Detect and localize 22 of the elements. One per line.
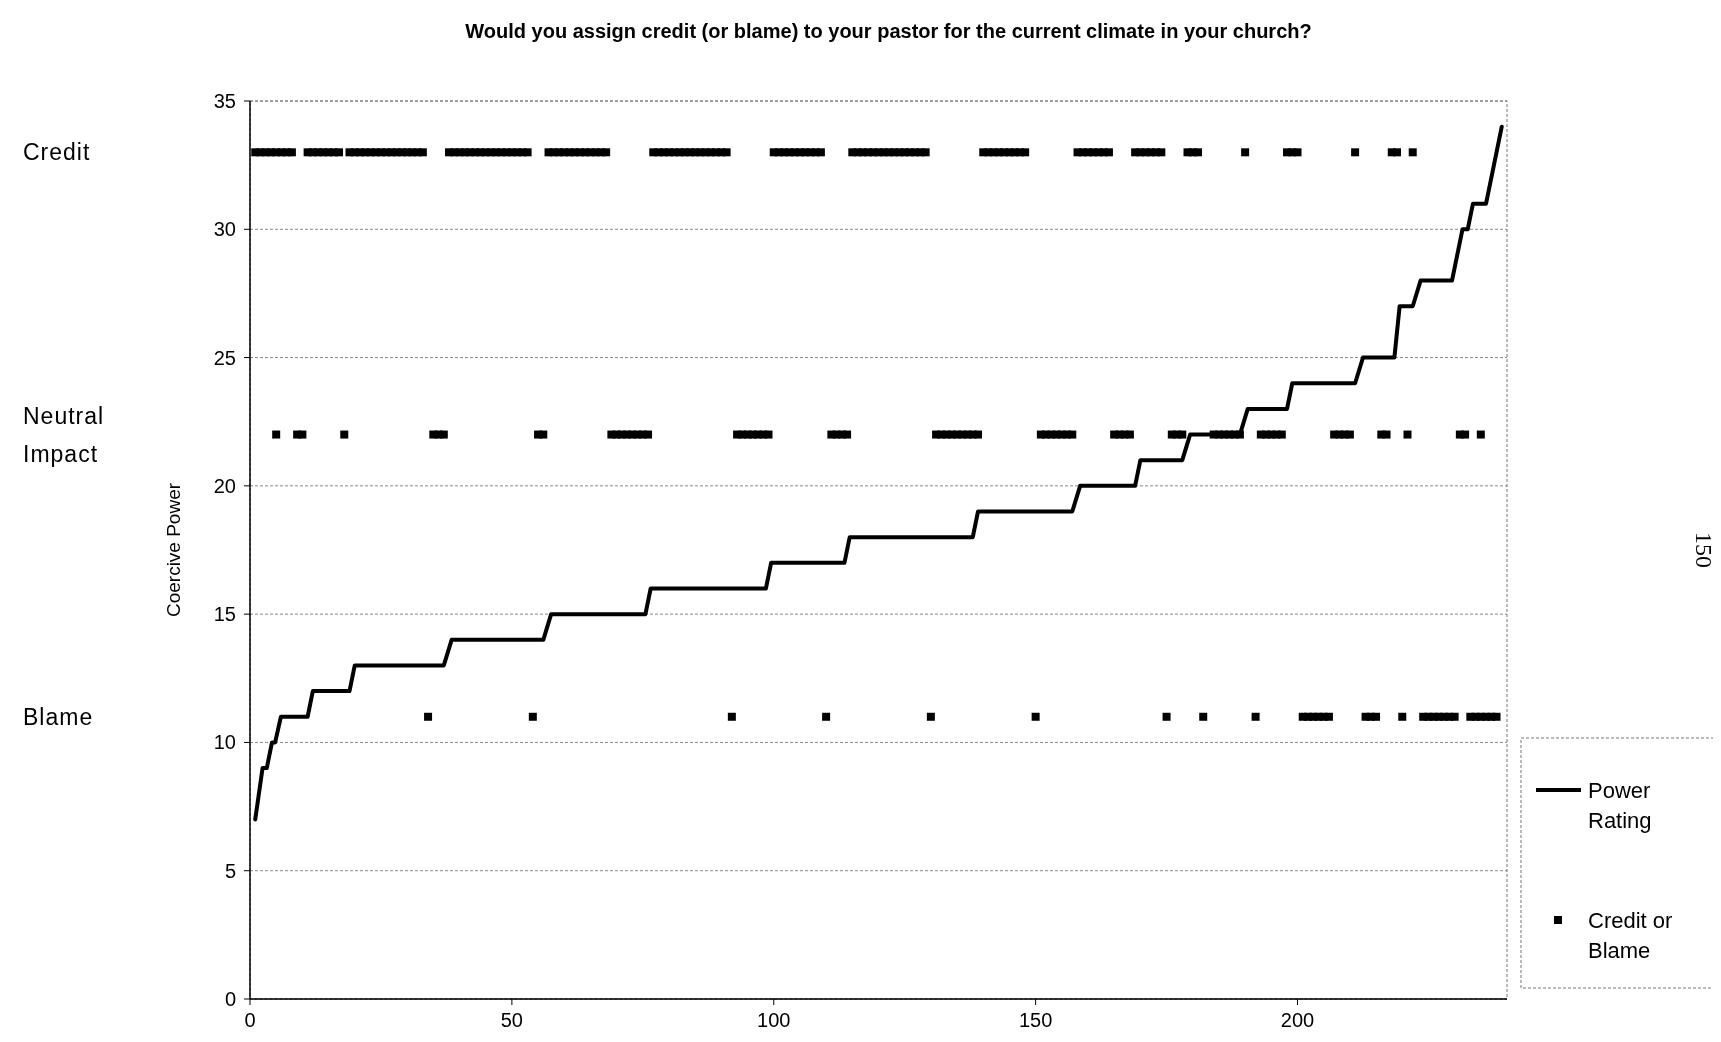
y-tick-label: 5 (224, 859, 236, 882)
y-tick-label: 15 (213, 603, 236, 626)
x-tick-label: 200 (1280, 1009, 1315, 1031)
x-tick-label: 150 (1018, 1009, 1053, 1031)
text: Neutral Impact (23, 402, 105, 467)
x-tick-label: 50 (500, 1009, 523, 1031)
text: Credit (23, 139, 91, 166)
y-tick-label: 35 (213, 90, 236, 112)
x-tick-label: 100 (757, 1009, 791, 1031)
y-tick-label: 20 (213, 474, 236, 497)
y-tick-label: 30 (213, 218, 236, 241)
text: 150 (1691, 532, 1717, 568)
x-tick-label: 0 (244, 1009, 256, 1031)
legend-label: Credit or Blame (1588, 907, 1673, 963)
y-axis-title: Coercive Power (163, 482, 184, 618)
y-tick-label: 25 (213, 346, 236, 369)
line-series (253, 124, 1504, 822)
y-tick-label: 10 (213, 731, 236, 754)
text: Blame (23, 703, 94, 730)
chart-title: Would you assign credit (or blame) to your pastor for the current climate in your church? (465, 20, 1312, 42)
legend-label: Power Rating (1588, 777, 1652, 833)
y-tick-label: 0 (224, 988, 236, 1010)
